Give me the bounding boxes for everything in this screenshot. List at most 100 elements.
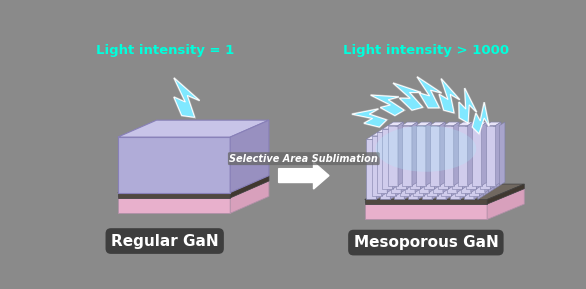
Polygon shape — [480, 125, 496, 129]
Polygon shape — [417, 77, 442, 108]
Polygon shape — [458, 125, 468, 186]
Polygon shape — [230, 120, 269, 192]
Polygon shape — [487, 184, 524, 204]
Polygon shape — [487, 189, 524, 219]
Text: Selective Area Sublimation: Selective Area Sublimation — [229, 154, 378, 164]
Polygon shape — [450, 139, 460, 199]
Polygon shape — [418, 136, 424, 199]
Polygon shape — [370, 95, 404, 116]
Polygon shape — [486, 122, 501, 125]
Polygon shape — [499, 122, 505, 186]
Polygon shape — [376, 136, 381, 199]
Polygon shape — [394, 139, 404, 199]
Polygon shape — [450, 136, 465, 139]
Polygon shape — [230, 176, 269, 198]
Polygon shape — [460, 136, 465, 199]
Polygon shape — [444, 125, 454, 186]
Polygon shape — [419, 132, 429, 192]
Polygon shape — [462, 125, 468, 189]
Polygon shape — [383, 129, 393, 189]
Text: Light intensity > 1000: Light intensity > 1000 — [343, 44, 509, 57]
Polygon shape — [391, 129, 407, 132]
Polygon shape — [402, 122, 417, 125]
Polygon shape — [386, 136, 396, 196]
Polygon shape — [414, 132, 429, 136]
Polygon shape — [448, 125, 454, 189]
Polygon shape — [464, 136, 479, 139]
Polygon shape — [396, 125, 412, 129]
Polygon shape — [475, 129, 490, 132]
Polygon shape — [483, 132, 489, 196]
Polygon shape — [400, 136, 410, 196]
Polygon shape — [476, 125, 482, 189]
Polygon shape — [380, 139, 390, 199]
Polygon shape — [461, 132, 471, 192]
Text: Regular GaN: Regular GaN — [111, 234, 219, 249]
Text: Light intensity = 1: Light intensity = 1 — [96, 44, 234, 57]
Polygon shape — [458, 122, 473, 125]
Polygon shape — [366, 139, 376, 199]
Polygon shape — [480, 129, 490, 189]
Polygon shape — [429, 129, 434, 192]
Polygon shape — [479, 132, 485, 196]
Polygon shape — [391, 132, 401, 192]
Polygon shape — [352, 109, 387, 127]
Polygon shape — [352, 109, 387, 127]
Polygon shape — [433, 132, 443, 192]
Polygon shape — [118, 198, 230, 213]
Polygon shape — [441, 136, 451, 196]
Polygon shape — [366, 136, 381, 139]
Polygon shape — [422, 136, 438, 139]
Polygon shape — [426, 122, 431, 186]
Polygon shape — [485, 129, 490, 192]
Polygon shape — [401, 129, 407, 192]
Polygon shape — [402, 125, 412, 186]
Polygon shape — [410, 132, 415, 196]
Polygon shape — [380, 136, 396, 139]
Polygon shape — [472, 102, 489, 134]
Polygon shape — [390, 136, 396, 199]
Polygon shape — [415, 129, 420, 192]
Polygon shape — [408, 139, 418, 199]
Polygon shape — [400, 132, 415, 136]
Polygon shape — [430, 125, 440, 186]
Polygon shape — [394, 136, 410, 139]
Polygon shape — [439, 79, 460, 113]
Polygon shape — [388, 125, 398, 186]
Polygon shape — [393, 83, 423, 110]
Polygon shape — [457, 129, 462, 192]
Polygon shape — [364, 204, 487, 219]
Polygon shape — [432, 136, 438, 199]
Polygon shape — [474, 136, 479, 199]
Polygon shape — [430, 122, 445, 125]
Polygon shape — [393, 83, 423, 110]
Polygon shape — [404, 136, 410, 199]
Polygon shape — [118, 181, 269, 198]
Polygon shape — [444, 122, 459, 125]
Polygon shape — [468, 122, 473, 186]
Polygon shape — [419, 129, 434, 132]
Polygon shape — [452, 125, 468, 129]
Polygon shape — [416, 122, 431, 125]
Polygon shape — [396, 129, 407, 189]
Polygon shape — [459, 88, 476, 123]
Polygon shape — [454, 122, 459, 186]
Polygon shape — [455, 136, 465, 196]
Polygon shape — [388, 122, 403, 125]
Polygon shape — [472, 125, 482, 186]
Polygon shape — [405, 132, 415, 192]
Polygon shape — [370, 95, 404, 116]
Polygon shape — [433, 129, 448, 132]
Polygon shape — [486, 125, 496, 186]
Polygon shape — [459, 88, 476, 123]
Polygon shape — [118, 176, 269, 192]
Polygon shape — [383, 125, 398, 129]
Polygon shape — [447, 129, 462, 132]
Polygon shape — [490, 125, 496, 189]
Polygon shape — [372, 136, 381, 196]
Polygon shape — [387, 129, 393, 192]
Polygon shape — [489, 129, 494, 192]
Polygon shape — [436, 136, 451, 139]
Polygon shape — [410, 129, 420, 189]
Polygon shape — [496, 122, 501, 186]
